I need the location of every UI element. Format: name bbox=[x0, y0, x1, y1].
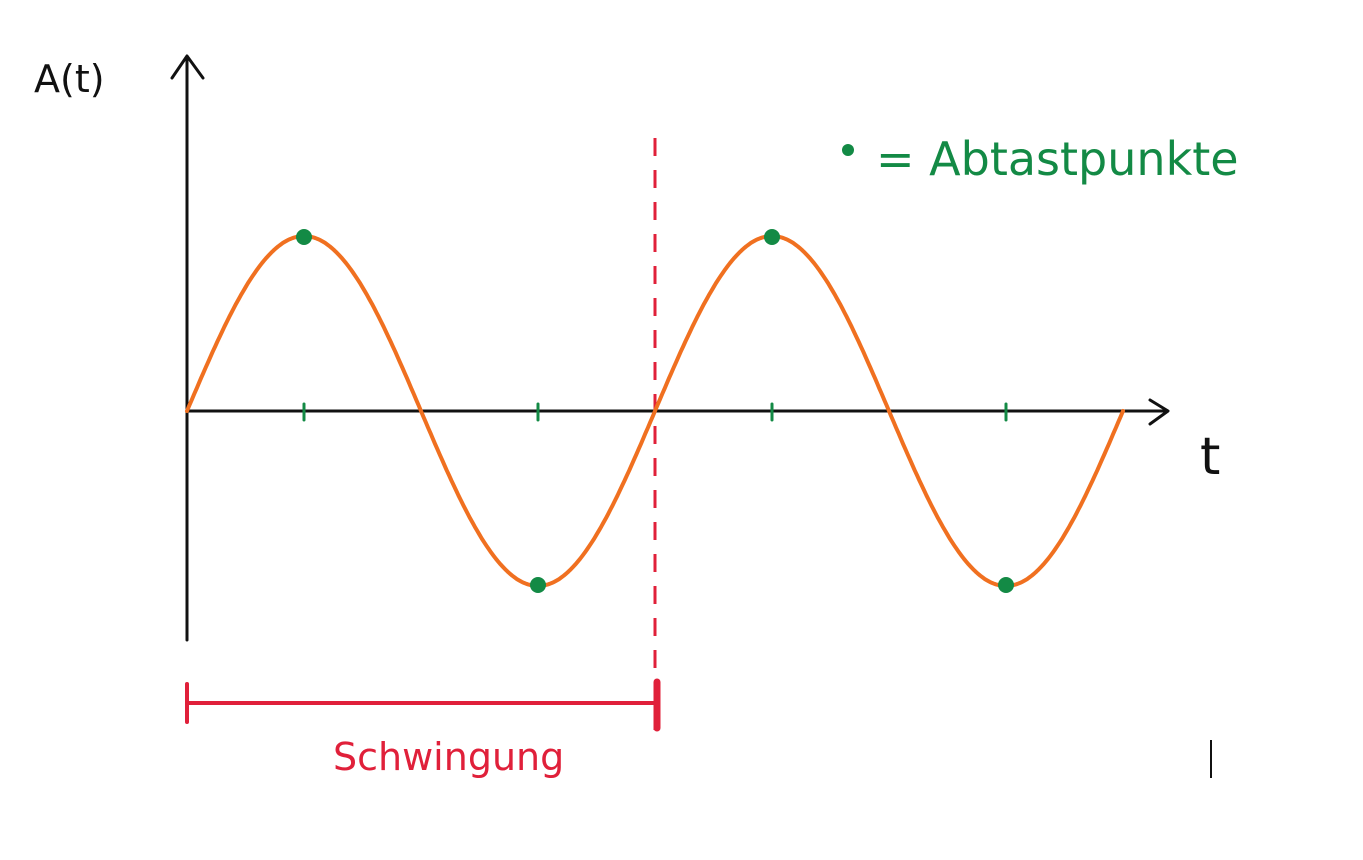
axis-ticks bbox=[302, 402, 1008, 422]
legend: = Abtastpunkte bbox=[842, 132, 1239, 186]
sample-point-2 bbox=[530, 577, 546, 593]
sine-wave bbox=[185, 234, 1125, 588]
y-axis-label: A(t) bbox=[34, 57, 105, 101]
legend-sample-dot bbox=[842, 144, 854, 156]
sample-points bbox=[296, 229, 1014, 593]
sample-point-3 bbox=[764, 229, 780, 245]
sample-point-1 bbox=[296, 229, 312, 245]
x-axis-label: t bbox=[1200, 427, 1220, 487]
sample-point-4 bbox=[998, 577, 1014, 593]
period-label: Schwingung bbox=[333, 735, 564, 779]
y-axis bbox=[170, 54, 205, 642]
legend-text: = Abtastpunkte bbox=[876, 132, 1239, 186]
period-bracket bbox=[185, 678, 661, 732]
x-axis bbox=[185, 398, 1170, 426]
